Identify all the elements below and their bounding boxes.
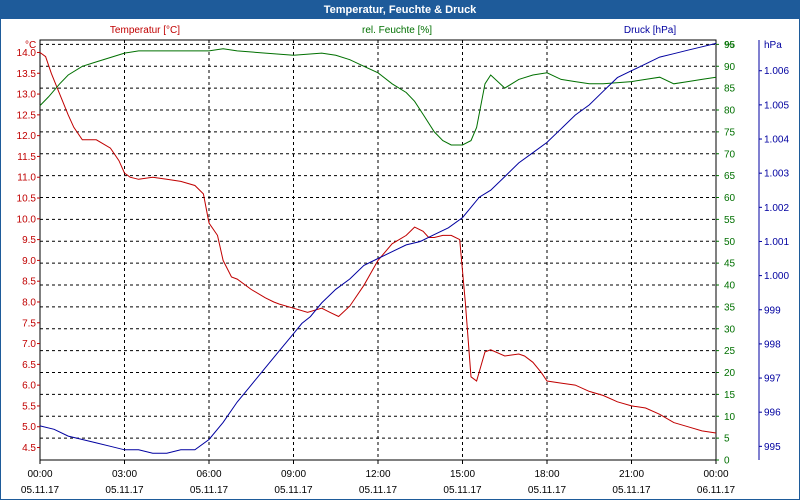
temperature-series-line	[39, 52, 717, 434]
humidity-tick-label: 40	[724, 281, 736, 292]
temperature-tick-label: 12.0	[17, 131, 37, 142]
humidity-axis-label: rel. Feuchte [%]	[362, 25, 432, 36]
pressure-tick-label: 995	[764, 442, 781, 453]
humidity-tick-label: 0	[724, 456, 730, 467]
temperature-tick-label: 6.5	[22, 360, 36, 371]
x-tick-time: 21:00	[619, 469, 644, 480]
axes: Temperatur [°C] rel. Feuchte [%] Druck […	[17, 25, 790, 496]
window-title: Temperatur, Feuchte & Druck	[1, 1, 799, 19]
humidity-tick-label: 10	[724, 412, 736, 423]
pressure-tick-label: 1.006	[764, 66, 789, 77]
x-tick-time: 00:00	[703, 469, 728, 480]
temperature-tick-label: 11.0	[17, 173, 36, 184]
temperature-axis-label: Temperatur [°C]	[110, 25, 180, 36]
pressure-tick-label: 999	[764, 305, 781, 316]
humidity-tick-label: 45	[724, 259, 736, 270]
humidity-tick-label: 65	[724, 171, 736, 182]
pressure-tick-label: 997	[764, 374, 781, 385]
pressure-tick-label: 996	[764, 408, 781, 419]
pressure-tick-label: 1.001	[764, 237, 789, 248]
humidity-tick-label: 5	[724, 434, 730, 445]
temperature-tick-label: 8.5	[22, 277, 36, 288]
humidity-tick-label: 75	[724, 127, 736, 138]
x-tick-date: 05.11.17	[443, 485, 482, 496]
temperature-tick-label: 7.0	[22, 339, 36, 350]
temperature-tick-label: 13.5	[17, 69, 37, 80]
x-tick-time: 03:00	[112, 469, 137, 480]
humidity-tick-label: 55	[724, 215, 736, 226]
humidity-tick-label: 95	[724, 40, 736, 51]
temperature-tick-label: 11.5	[17, 152, 36, 163]
humidity-tick-label: 90	[724, 62, 736, 73]
temperature-tick-label: 5.5	[22, 401, 36, 412]
pressure-tick-label: 1.000	[764, 271, 789, 282]
pressure-tick-label: 1.004	[764, 135, 789, 146]
x-tick-time: 06:00	[196, 469, 221, 480]
x-tick-time: 12:00	[365, 469, 390, 480]
x-tick-date: 05.11.17	[528, 485, 567, 496]
humidity-tick-label: 20	[724, 368, 736, 379]
pressure-tick-label: 1.002	[764, 203, 789, 214]
temperature-tick-label: 14.0	[17, 48, 37, 59]
grid	[39, 39, 717, 464]
humidity-tick-label: 30	[724, 324, 736, 335]
temperature-unit: °C	[25, 40, 36, 51]
humidity-tick-label: 35	[724, 302, 736, 313]
temperature-tick-label: 4.5	[22, 443, 36, 454]
humidity-tick-label: 70	[724, 149, 736, 160]
x-tick-time: 15:00	[450, 469, 475, 480]
pressure-series-line	[39, 42, 717, 454]
temperature-tick-label: 9.0	[22, 256, 36, 267]
x-tick-date: 05.11.17	[105, 485, 144, 496]
series	[39, 42, 717, 454]
pressure-axis-label: Druck [hPa]	[624, 25, 676, 36]
x-tick-time: 09:00	[281, 469, 306, 480]
temperature-tick-label: 13.0	[17, 90, 37, 101]
temperature-tick-label: 8.0	[22, 297, 36, 308]
temperature-tick-label: 9.5	[22, 235, 36, 246]
pressure-tick-label: 1.005	[764, 100, 789, 111]
temperature-tick-label: 7.5	[22, 318, 36, 329]
humidity-tick-label: 80	[724, 106, 736, 117]
x-tick-date: 05.11.17	[359, 485, 398, 496]
pressure-unit: hPa	[764, 40, 782, 51]
x-tick-date: 06.11.17	[697, 485, 736, 496]
humidity-unit: %	[725, 40, 734, 51]
temperature-tick-label: 10.5	[17, 194, 37, 205]
x-tick-date: 05.11.17	[190, 485, 229, 496]
x-tick-date: 05.11.17	[274, 485, 313, 496]
temperature-tick-label: 12.5	[17, 110, 37, 121]
humidity-tick-label: 85	[724, 84, 736, 95]
humidity-tick-label: 25	[724, 346, 736, 357]
x-tick-date: 05.11.17	[21, 485, 60, 496]
temperature-tick-label: 6.0	[22, 381, 36, 392]
x-tick-time: 18:00	[534, 469, 559, 480]
temperature-tick-label: 5.0	[22, 422, 36, 433]
humidity-tick-label: 50	[724, 237, 736, 248]
pressure-tick-label: 1.003	[764, 169, 789, 180]
humidity-series-line	[39, 48, 717, 146]
humidity-tick-label: 15	[724, 390, 736, 401]
temperature-tick-label: 10.0	[17, 214, 37, 225]
x-tick-time: 00:00	[27, 469, 52, 480]
pressure-tick-label: 998	[764, 339, 781, 350]
x-tick-date: 05.11.17	[612, 485, 651, 496]
humidity-tick-label: 60	[724, 193, 736, 204]
